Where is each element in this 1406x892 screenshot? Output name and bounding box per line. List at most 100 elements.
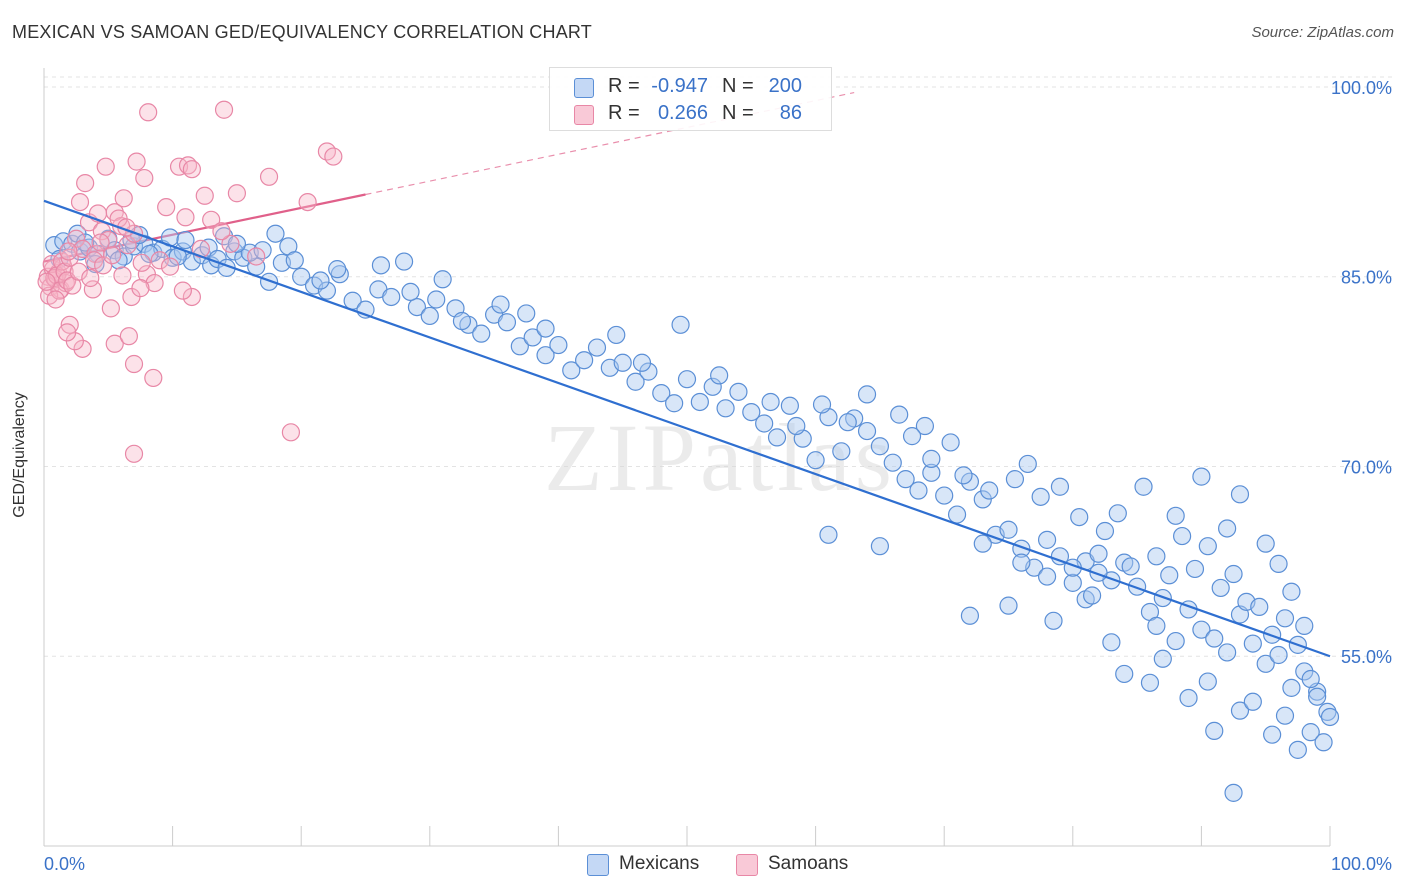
mexicans-point	[1018, 454, 1037, 474]
mexicans-point	[954, 466, 973, 485]
mexicans-point	[999, 596, 1018, 615]
samoans-point	[70, 192, 90, 212]
mexicans-point	[742, 402, 761, 422]
mexicans-point	[890, 405, 909, 424]
samoans-point	[103, 246, 122, 265]
samoans-point	[81, 268, 100, 288]
mexicans-point	[472, 324, 491, 343]
mexicans-point	[915, 416, 935, 436]
mexicans-point	[1205, 629, 1224, 648]
samoans-point	[157, 198, 176, 217]
mexicans-point	[452, 311, 472, 331]
mexicans-point	[1218, 643, 1237, 662]
mexicans-point	[1166, 631, 1185, 651]
samoans-point	[202, 210, 221, 229]
n-value: 86	[779, 102, 802, 124]
mexicans-point	[1063, 573, 1082, 592]
samoans-point	[83, 280, 102, 299]
mexicans-point	[1282, 582, 1301, 601]
samoans-points	[37, 100, 343, 463]
mexicans-point	[838, 413, 857, 432]
y-tick-label: 70.0%	[1341, 457, 1392, 477]
mexicans-legend-label: Mexicans	[619, 853, 700, 874]
mexicans-point	[665, 394, 684, 413]
y-tick-label: 55.0%	[1341, 647, 1392, 667]
mexicans-point	[999, 520, 1018, 539]
mexicans-point	[902, 427, 922, 446]
samoans-point	[46, 290, 65, 309]
mexicans-point	[626, 372, 645, 391]
mexicans-point	[1198, 672, 1217, 691]
mexicans-point	[677, 370, 697, 389]
mexicans-point	[1005, 470, 1025, 489]
mexicans-point	[1243, 692, 1262, 711]
mexicans-trend-line	[43, 199, 1331, 658]
samoans-point	[124, 444, 144, 463]
mexicans-point	[1089, 544, 1108, 563]
samoans-point	[139, 103, 158, 122]
mexicans-point	[1301, 669, 1320, 689]
mexicans-point	[857, 385, 877, 404]
series-legend: Mexicans Samoans	[0, 852, 1406, 878]
samoans-point	[94, 256, 113, 275]
mexicans-point	[1224, 564, 1243, 584]
samoans-point	[124, 354, 144, 374]
mexicans-point	[710, 366, 729, 385]
r-value: 0.266	[657, 102, 708, 124]
samoans-point	[118, 236, 137, 255]
n-label: N =	[722, 75, 754, 97]
mexicans-point	[1012, 553, 1031, 572]
mexicans-point	[382, 287, 401, 307]
mexicans-legend-swatch	[587, 854, 609, 876]
mexicans-point	[1050, 477, 1070, 496]
mexicans-point	[510, 337, 529, 356]
mexicans-point	[1160, 566, 1179, 585]
mexicans-point	[870, 437, 890, 456]
mexicans-point	[755, 414, 774, 433]
mexicans-point	[227, 234, 246, 253]
mexicans-point	[328, 260, 347, 279]
mexicans-point	[1031, 487, 1050, 506]
samoans-point	[247, 247, 266, 266]
mexicans-point	[909, 481, 928, 500]
mexicans-point	[433, 270, 452, 289]
legend-row-samoans: R = 0.266 N = 86	[550, 101, 831, 127]
source-credit: Source: ZipAtlas.com	[1251, 24, 1394, 41]
samoans-point	[60, 248, 79, 267]
mexicans-point	[1263, 725, 1282, 744]
samoans-point	[145, 273, 164, 293]
mexicans-point	[491, 295, 510, 314]
mexicans-point	[607, 325, 626, 345]
mexicans-point	[1070, 507, 1089, 527]
mexicans-swatch	[574, 78, 594, 98]
mexicans-point	[330, 265, 349, 284]
mexicans-point	[1153, 649, 1172, 668]
mexicans-point	[1037, 567, 1057, 586]
mexicans-point	[394, 252, 414, 271]
mexicans-point	[1211, 578, 1230, 598]
r-value: -0.947	[651, 75, 708, 97]
mexicans-point	[1295, 616, 1314, 635]
mexicans-point	[613, 353, 632, 372]
mexicans-point	[761, 392, 780, 412]
mexicans-point	[703, 377, 722, 396]
mexicans-point	[1192, 467, 1211, 486]
mexicans-point	[266, 224, 285, 243]
mexicans-point	[716, 399, 735, 418]
mexicans-point	[690, 392, 709, 412]
mexicans-point	[1256, 654, 1275, 673]
mexicans-point	[1166, 506, 1185, 525]
mexicans-point	[973, 534, 992, 553]
mexicans-point	[1269, 554, 1288, 573]
mexicans-point	[549, 335, 568, 355]
samoans-point	[91, 233, 110, 252]
samoans-point	[58, 323, 77, 342]
mexicans-point	[1115, 664, 1134, 684]
samoans-point	[227, 184, 246, 203]
samoans-point	[96, 157, 115, 176]
mexicans-point	[292, 267, 311, 286]
y-tick-label: 100.0%	[1331, 78, 1392, 98]
samoans-point	[114, 189, 133, 208]
mexicans-point	[523, 328, 542, 347]
mexicans-point	[536, 319, 555, 338]
